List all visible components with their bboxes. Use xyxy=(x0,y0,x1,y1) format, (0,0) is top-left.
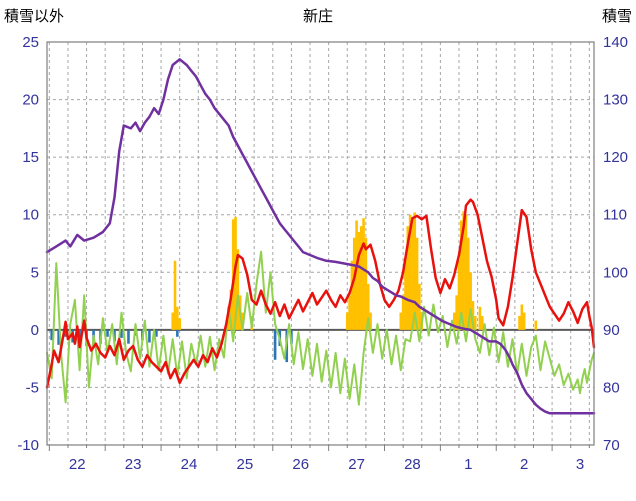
orange-bars-bar xyxy=(173,260,177,330)
x-axis-label: 1 xyxy=(464,456,472,473)
right-axis-tick-labels: 140 130 120 110 100 90 80 70 xyxy=(603,34,628,454)
orange-bars-bar xyxy=(352,237,356,330)
chart-title: 新庄 xyxy=(302,8,333,25)
right-tick-label: 120 xyxy=(603,149,628,166)
left-tick-label: 0 xyxy=(31,322,39,339)
orange-bars-bar xyxy=(176,306,179,330)
right-tick-label: 140 xyxy=(603,34,628,51)
orange-bars-bar xyxy=(345,312,349,330)
blue-bars-bar xyxy=(64,329,67,337)
right-tick-label: 80 xyxy=(603,379,620,396)
orange-bars-bar xyxy=(236,249,240,330)
left-tick-label: 10 xyxy=(22,207,39,224)
x-axis-label: 2 xyxy=(520,456,528,473)
orange-bars-bar xyxy=(364,237,368,330)
orange-bars-bar xyxy=(357,231,361,330)
orange-bars-bar xyxy=(369,312,372,330)
plot-frame xyxy=(46,41,595,446)
blue-bars-bar xyxy=(127,329,130,344)
green-line xyxy=(46,250,595,406)
orange-bars-bar xyxy=(520,304,524,330)
blue-bars-bar xyxy=(155,329,158,337)
x-axis-labels: 22 23 24 25 26 27 28 1 2 3 xyxy=(69,456,584,473)
left-tick-label: 25 xyxy=(22,34,39,51)
orange-bars-bar xyxy=(241,312,244,330)
orange-bars-bar xyxy=(411,217,414,330)
orange-bars-bar xyxy=(522,312,526,330)
x-axis-label: 25 xyxy=(237,456,254,473)
left-tick-label: -10 xyxy=(17,437,39,454)
blue-bars-bar xyxy=(50,329,53,341)
left-axis-tick-labels: 25 20 15 10 5 0 -5 -10 xyxy=(17,34,39,454)
orange-bars-bar xyxy=(359,226,363,330)
orange-bars-bar xyxy=(413,212,417,330)
orange-bars-bar xyxy=(408,214,412,330)
orange-bars-bar xyxy=(229,289,233,330)
orange-bars-bar xyxy=(473,316,477,330)
right-tick-label: 100 xyxy=(603,264,628,281)
grid-lines xyxy=(47,42,594,445)
orange-bars-bar xyxy=(404,260,407,330)
orange-bars-bar xyxy=(534,320,538,330)
blue-bars-bar xyxy=(148,329,151,343)
orange-bars-bar xyxy=(415,237,419,330)
red-line xyxy=(45,198,596,389)
purple-line xyxy=(45,58,596,415)
blue-bars-bar xyxy=(78,329,81,338)
orange-bars-bar xyxy=(457,260,461,330)
x-axis-label: 3 xyxy=(576,456,584,473)
right-tick-label: 70 xyxy=(603,437,620,454)
orange-bars-bar xyxy=(401,295,405,330)
x-axis-label: 26 xyxy=(292,456,309,473)
orange-bars-bar xyxy=(171,312,174,330)
orange-bars-bar xyxy=(471,301,475,330)
blue-bars-bar xyxy=(176,329,179,337)
orange-bars-bar xyxy=(480,316,484,330)
orange-bars-bar xyxy=(350,260,354,330)
orange-bars-bar xyxy=(453,312,456,330)
left-tick-label: 15 xyxy=(22,149,39,166)
orange-bars-bar xyxy=(362,218,365,330)
orange-bars-bar xyxy=(518,316,521,330)
x-axis-label: 23 xyxy=(125,456,142,473)
right-tick-label: 90 xyxy=(603,322,620,339)
orange-bars-bar xyxy=(478,306,482,330)
left-tick-label: 20 xyxy=(22,92,39,109)
orange-bars-bar xyxy=(462,211,465,330)
orange-bars-bar xyxy=(227,306,230,330)
x-axis-ticks xyxy=(48,445,590,451)
orange-bars-bar xyxy=(464,214,468,330)
blue-bars-bar xyxy=(120,329,123,338)
right-tick-label: 130 xyxy=(603,92,628,109)
blue-bars-bar xyxy=(57,329,60,345)
x-axis-label: 22 xyxy=(69,456,86,473)
orange-bars xyxy=(171,211,538,330)
left-tick-label: -5 xyxy=(26,379,39,396)
right-axis-title: 積雪 xyxy=(601,8,632,25)
orange-bars-bar xyxy=(399,312,403,330)
x-axis-label: 27 xyxy=(348,456,365,473)
x-axis-label: 24 xyxy=(181,456,198,473)
right-tick-label: 110 xyxy=(603,207,627,224)
left-axis-title: 積雪以外 xyxy=(4,8,65,25)
orange-bars-bar xyxy=(178,318,181,330)
orange-bars-bar xyxy=(460,220,463,330)
orange-bars-bar xyxy=(469,272,472,330)
orange-bars-bar xyxy=(467,237,470,330)
orange-bars-bar xyxy=(455,295,458,330)
left-tick-label: 5 xyxy=(31,264,39,281)
blue-bars-bar xyxy=(106,329,109,337)
orange-bars-bar xyxy=(406,226,410,330)
orange-bars-bar xyxy=(348,295,351,330)
orange-bars-bar xyxy=(355,220,358,330)
blue-bars-bar xyxy=(273,329,277,360)
x-axis-label: 28 xyxy=(404,456,421,473)
orange-bars-bar xyxy=(366,283,370,330)
